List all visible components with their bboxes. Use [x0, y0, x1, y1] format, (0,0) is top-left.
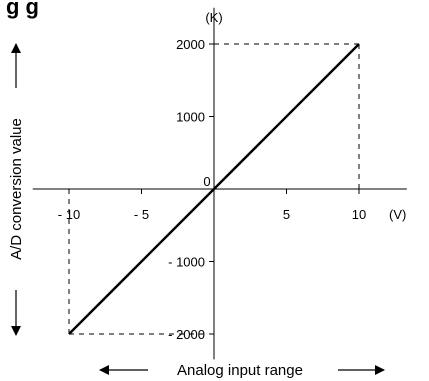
series-layer: [68, 43, 360, 335]
conversion-line: [68, 43, 360, 335]
y-axis-label: A/D conversion value: [8, 118, 25, 260]
axis-ticks: - 10 - 5 5 10 2000 1000 - 1000 - 2000: [58, 37, 366, 342]
origin-label: 0: [203, 174, 210, 189]
y-tick-label: - 1000: [168, 255, 205, 270]
x-tick-label: 5: [283, 207, 290, 222]
y-tick-label: 2000: [176, 37, 205, 52]
y-unit-label: (K): [205, 10, 222, 25]
y-tick-label: 1000: [176, 110, 205, 125]
guide-lines: [68, 43, 360, 335]
y-tick-label: - 2000: [168, 327, 205, 342]
x-axis-label: Analog input range: [177, 362, 303, 379]
x-tick-label: - 5: [134, 207, 149, 222]
x-tick-label: 10: [352, 207, 366, 222]
x-tick-label: - 10: [58, 207, 80, 222]
x-unit-label: (V): [389, 207, 406, 222]
cropped-heading: g g: [6, 0, 39, 19]
